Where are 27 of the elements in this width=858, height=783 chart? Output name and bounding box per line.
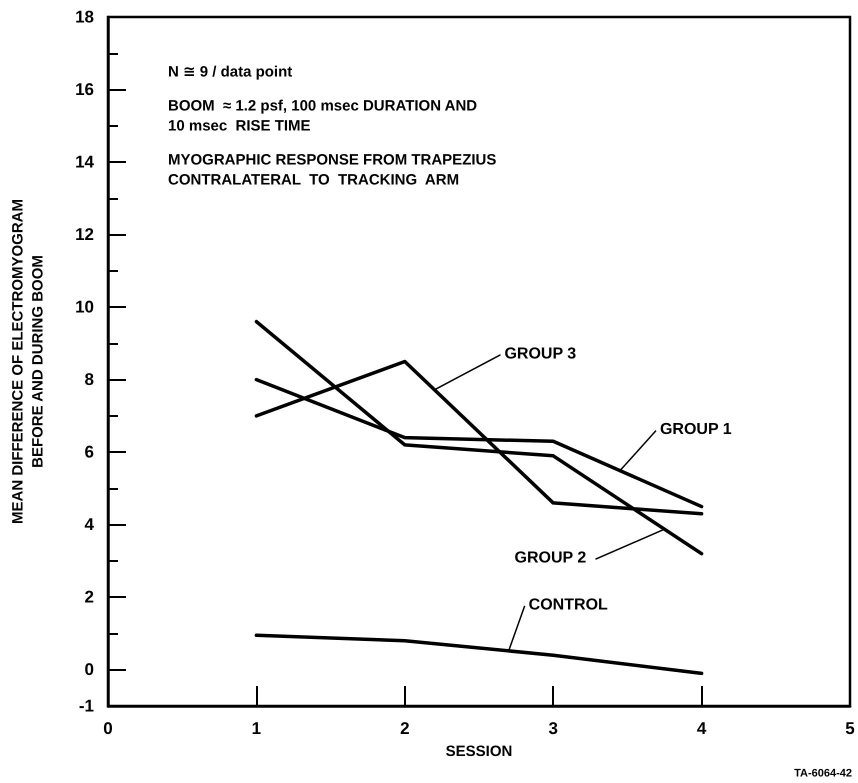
text: GROUP 2: [514, 550, 586, 567]
y-tick-label: 18: [75, 8, 94, 26]
y-tick-label: 8: [84, 370, 94, 390]
y-tick-label: 2: [84, 588, 94, 607]
x-tick-label: 1: [252, 719, 262, 738]
annotation: N ≅ 9 / data point: [168, 64, 292, 80]
annotation: MYOGRAPHIC RESPONSE FROM TRAPEZIUS CONTRALATERAL TO TRACKING ARM: [168, 152, 496, 188]
y-tick-label: 14: [75, 152, 95, 172]
x-tick-label: 4: [696, 719, 707, 738]
y-tick-label: 10: [75, 298, 94, 317]
x-axis-title: SESSION: [446, 743, 512, 760]
y-tick-label: -1: [78, 696, 94, 716]
y-axis-title: MEAN DIFFERENCE OF ELECTROMYOGRAM BEFORE AND DURING BOOM: [10, 199, 46, 524]
y-tick-label: 16: [75, 80, 94, 100]
text: GROUP 1: [660, 421, 732, 438]
y-tick-label: 4: [84, 515, 95, 534]
y-tick-label: 0: [84, 660, 94, 680]
y-tick-label: 6: [84, 442, 94, 462]
y-tick-label: 12: [75, 225, 94, 244]
x-tick-label: 5: [845, 719, 855, 738]
x-tick-label: 2: [400, 719, 410, 738]
annotation: BOOM ≈ 1.2 psf, 100 msec DURATION AND 10 msec RISE TIME: [168, 98, 478, 134]
text: TA-6064-42: [794, 768, 852, 780]
x-tick-label: 3: [548, 719, 558, 738]
text: CONTROL: [528, 596, 608, 614]
x-tick-label: 0: [103, 719, 113, 738]
text: GROUP 3: [504, 345, 576, 362]
